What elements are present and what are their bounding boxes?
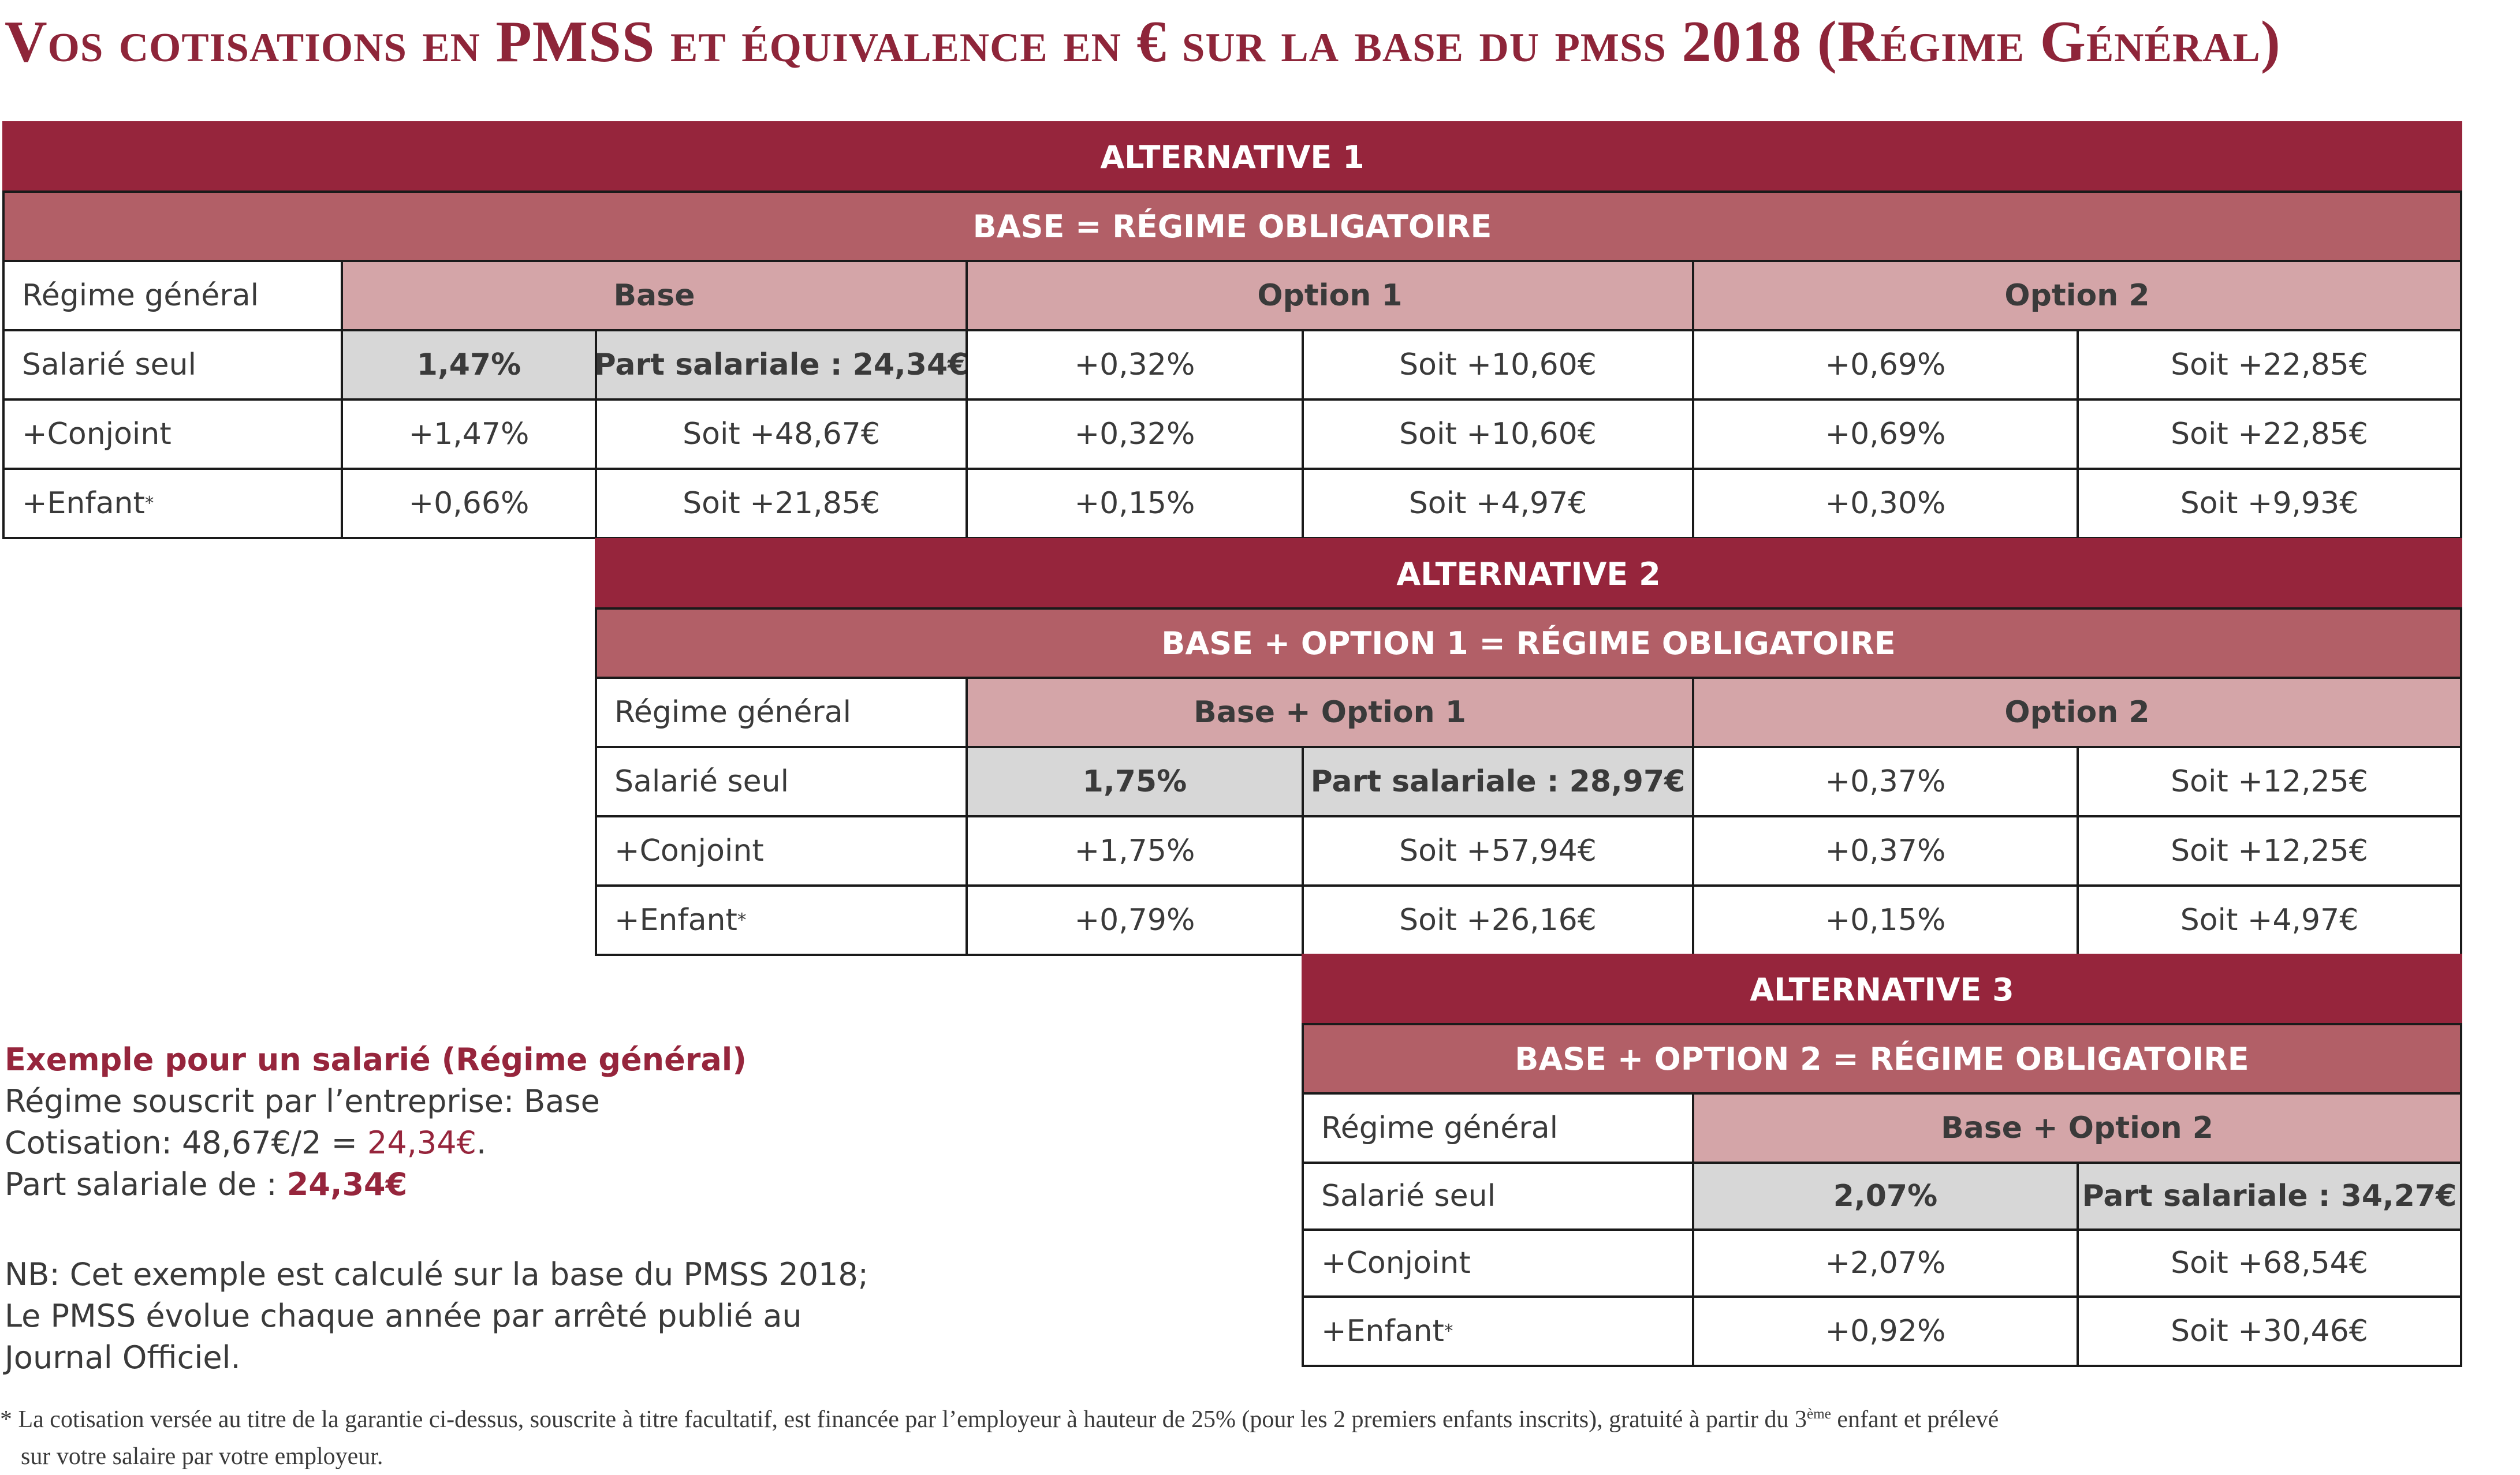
alt3-subtitle: BASE + OPTION 2 = RÉGIME OBLIGATOIRE <box>1302 1023 2462 1095</box>
example-nb-line1: NB: Cet exemple est calculé sur la base … <box>5 1256 868 1293</box>
alt2-row2-rate: +1,75% <box>965 815 1304 887</box>
alt1-row1-label: Salarié seul <box>2 329 343 401</box>
footnote-text3: sur votre salaire par votre employeur. <box>21 1443 383 1470</box>
alt1-row3-label-text: +Enfant <box>22 486 145 521</box>
example-line2-prefix: Cotisation: 48,67€/2 = <box>5 1125 368 1161</box>
alt1-row2-opt2-amount: Soit +22,85€ <box>2077 398 2462 470</box>
alt1-row2-opt1-amount: Soit +10,60€ <box>1302 398 1694 470</box>
alt1-title: ALTERNATIVE 1 <box>2 121 2462 193</box>
alt1-row2-opt1-rate: +0,32% <box>965 398 1304 470</box>
alt2-header-regime: Régime général <box>595 677 968 748</box>
alt1-row3-opt2-amount: Soit +9,93€ <box>2077 468 2462 539</box>
footnote-marker: * <box>1444 1321 1453 1342</box>
footnote-star: * <box>0 1406 12 1433</box>
alt3-header-regime: Régime général <box>1302 1092 1694 1164</box>
example-line2-value: 24,34€ <box>367 1125 476 1161</box>
alt1-row3-base-rate: +0,66% <box>341 468 597 539</box>
alt1-header-regime: Régime général <box>2 260 343 331</box>
alt2-row3-opt2-amount: Soit +4,97€ <box>2077 884 2462 956</box>
alt1-row3-opt1-amount: Soit +4,97€ <box>1302 468 1694 539</box>
example-heading-text: Exemple pour un salarié (Régime général) <box>5 1041 747 1078</box>
example-nb-line3: Journal Officiel. <box>5 1339 241 1376</box>
alt1-row2-base-rate: +1,47% <box>341 398 597 470</box>
alt1-header-base: Base <box>341 260 968 331</box>
alt3-row2-rate: +2,07% <box>1692 1228 2079 1298</box>
alt2-row3-label-text: +Enfant <box>614 903 737 938</box>
alt2-row2-opt2-amount: Soit +12,25€ <box>2077 815 2462 887</box>
alt2-row1-opt2-rate: +0,37% <box>1692 746 2079 817</box>
alt1-row2-opt2-rate: +0,69% <box>1692 398 2079 470</box>
alt3-row3-amount: Soit +30,46€ <box>2077 1295 2462 1367</box>
alt1-row3-opt1-rate: +0,15% <box>965 468 1304 539</box>
alt2-row3-label: +Enfant * <box>595 884 968 956</box>
alt3-row1-amount: Part salariale : 34,27€ <box>2077 1162 2462 1231</box>
footnote-sup: ème <box>1806 1406 1831 1422</box>
footnote-text1: La cotisation versée au titre de la gara… <box>12 1406 1807 1433</box>
footnote-text2: enfant et prélevé <box>1831 1406 1999 1433</box>
example-line3: Part salariale de : 24,34€ <box>5 1164 871 1205</box>
alt2-row2-label: +Conjoint <box>595 815 968 887</box>
page-title: Vos cotisations en PMSS et équivalence e… <box>5 9 2281 74</box>
alt2-row2-opt2-rate: +0,37% <box>1692 815 2079 887</box>
alt1-row3-opt2-rate: +0,30% <box>1692 468 2079 539</box>
example-line3-prefix: Part salariale de : <box>5 1166 287 1203</box>
alt2-title: ALTERNATIVE 2 <box>595 538 2462 610</box>
alt1-row1-base-rate: 1,47% <box>341 329 597 401</box>
example-line3-value: 24,34€ <box>286 1166 408 1203</box>
example-line2: Cotisation: 48,67€/2 = 24,34€. <box>5 1122 871 1164</box>
alt1-row1-base-amount: Part salariale : 24,34€ <box>595 329 968 401</box>
alt3-row3-label: +Enfant * <box>1302 1295 1694 1367</box>
alt3-row3-label-text: +Enfant <box>1321 1314 1444 1349</box>
alt1-row3-label: +Enfant * <box>2 468 343 539</box>
alt2-header-base-option1: Base + Option 1 <box>965 677 1694 748</box>
alt2-row1-label: Salarié seul <box>595 746 968 817</box>
alt1-subtitle: BASE = RÉGIME OBLIGATOIRE <box>2 191 2462 262</box>
example-heading: Exemple pour un salarié (Régime général) <box>5 1039 871 1081</box>
alt1-row2-label: +Conjoint <box>2 398 343 470</box>
alt2-row3-opt2-rate: +0,15% <box>1692 884 2079 956</box>
alt1-header-option2: Option 2 <box>1692 260 2462 331</box>
example-line1: Régime souscrit par l’entreprise: Base <box>5 1083 600 1119</box>
alt1-row2-base-amount: Soit +48,67€ <box>595 398 968 470</box>
footnote: * La cotisation versée au titre de la ga… <box>0 1396 2512 1475</box>
alt2-header-option2: Option 2 <box>1692 677 2462 748</box>
alt2-row3-rate: +0,79% <box>965 884 1304 956</box>
example-nb-line2: Le PMSS évolue chaque année par arrêté p… <box>5 1298 802 1334</box>
alt2-row2-amount: Soit +57,94€ <box>1302 815 1694 887</box>
alt1-row1-opt1-amount: Soit +10,60€ <box>1302 329 1694 401</box>
example-line2-suffix: . <box>476 1125 487 1161</box>
alt3-header-base-option2: Base + Option 2 <box>1692 1092 2462 1164</box>
alt3-row2-label: +Conjoint <box>1302 1228 1694 1298</box>
alt1-row1-opt1-rate: +0,32% <box>965 329 1304 401</box>
alt1-row1-opt2-amount: Soit +22,85€ <box>2077 329 2462 401</box>
alt3-row3-rate: +0,92% <box>1692 1295 2079 1367</box>
alt2-row3-amount: Soit +26,16€ <box>1302 884 1694 956</box>
alt3-row2-amount: Soit +68,54€ <box>2077 1228 2462 1298</box>
alt1-header-option1: Option 1 <box>965 260 1694 331</box>
footnote-marker: * <box>144 493 154 514</box>
footnote-line2: sur votre salaire par votre employeur. <box>0 1438 2512 1475</box>
alt3-row1-label: Salarié seul <box>1302 1162 1694 1231</box>
alt2-row1-amount: Part salariale : 28,97€ <box>1302 746 1694 817</box>
alt1-row1-opt2-rate: +0,69% <box>1692 329 2079 401</box>
alt2-subtitle: BASE + OPTION 1 = RÉGIME OBLIGATOIRE <box>595 607 2462 679</box>
footnote-line1: * La cotisation versée au titre de la ga… <box>0 1396 2512 1438</box>
alt3-title: ALTERNATIVE 3 <box>1302 954 2462 1025</box>
alt2-row1-opt2-amount: Soit +12,25€ <box>2077 746 2462 817</box>
alt1-row3-base-amount: Soit +21,85€ <box>595 468 968 539</box>
alt2-row1-rate: 1,75% <box>965 746 1304 817</box>
alt3-row1-rate: 2,07% <box>1692 1162 2079 1231</box>
footnote-marker: * <box>737 910 747 931</box>
